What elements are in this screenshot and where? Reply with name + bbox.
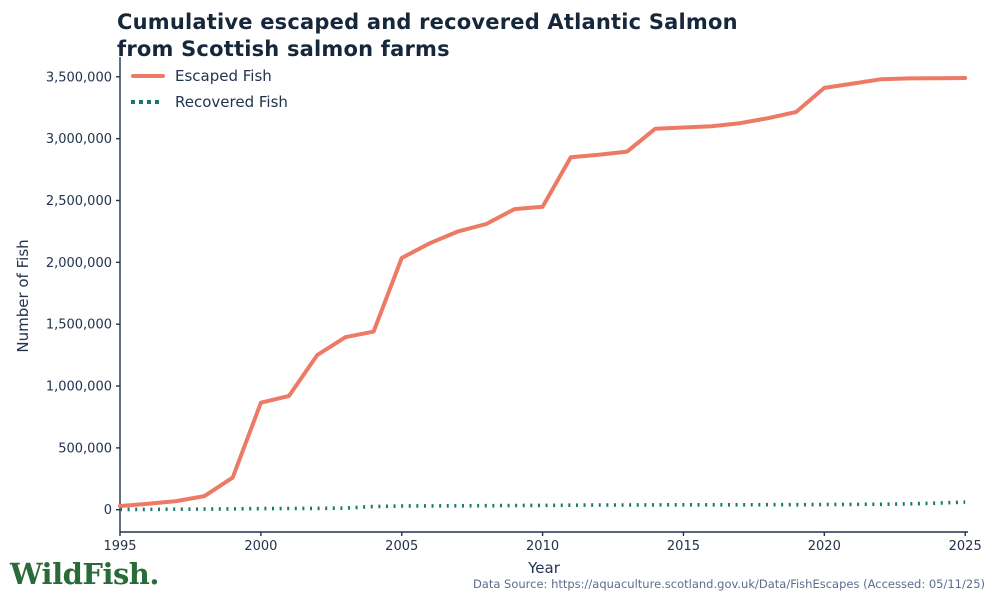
legend-item-escaped: Escaped Fish [131,66,288,86]
y-tick-label: 1,500,000 [46,318,112,333]
y-tick-label: 2,000,000 [46,256,112,271]
x-tick-label: 2020 [808,539,841,554]
series-line-escaped-fish [118,76,968,508]
legend-label-recovered: Recovered Fish [175,93,288,111]
data-source-note: Data Source: https://aquaculture.scotlan… [472,577,985,591]
legend-item-recovered: Recovered Fish [131,92,288,112]
x-axis-title: Year [528,559,560,577]
escaped-line-swatch [131,74,165,78]
legend-label-escaped: Escaped Fish [175,67,272,85]
y-tick-label: 3,500,000 [46,70,112,85]
x-tick-label: 2025 [949,539,982,554]
y-tick-label: 500,000 [58,441,112,456]
axes-spines [119,57,968,533]
x-tick-label: 2000 [244,539,277,554]
y-tick-label: 0 [104,503,112,518]
wildfish-logo: WildFish. [10,557,159,591]
recovered-line-swatch [131,100,165,104]
chart-title: Cumulative escaped and recovered Atlanti… [117,10,738,61]
x-tick-label: 2015 [667,539,700,554]
y-tick-label: 1,000,000 [46,380,112,395]
y-axis-title: Number of Fish [14,239,32,353]
legend: Escaped Fish Recovered Fish [131,66,288,112]
x-tick-label: 2005 [385,539,418,554]
x-tick-label: 2010 [526,539,559,554]
y-tick-label: 3,000,000 [46,132,112,147]
y-tick-label: 2,500,000 [46,194,112,209]
x-tick-label: 1995 [103,539,136,554]
series-line-recovered-fish [119,500,966,512]
